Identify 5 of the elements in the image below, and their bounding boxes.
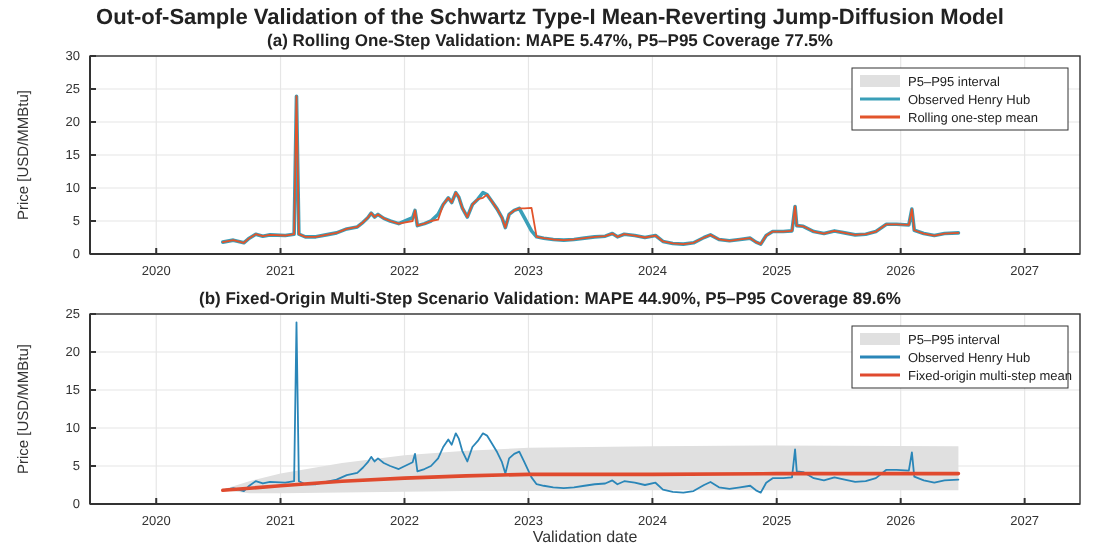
line-series: [220, 471, 961, 493]
chart-title: (b) Fixed-Origin Multi-Step Scenario Validation: MAPE 44.90%, P5–P95 Coverage 89.6%: [199, 288, 902, 308]
chart-title: Out-of-Sample Validation of the Schwartz Type-I Mean-Reverting Jump-Diffusion Model: [96, 6, 1004, 30]
chart-subtitle: (a) Rolling One-Step Validation: MAPE 5.47%, P5–P95 Coverage 77.5%: [267, 30, 834, 50]
x-axis-title: Validation date: [532, 528, 639, 546]
